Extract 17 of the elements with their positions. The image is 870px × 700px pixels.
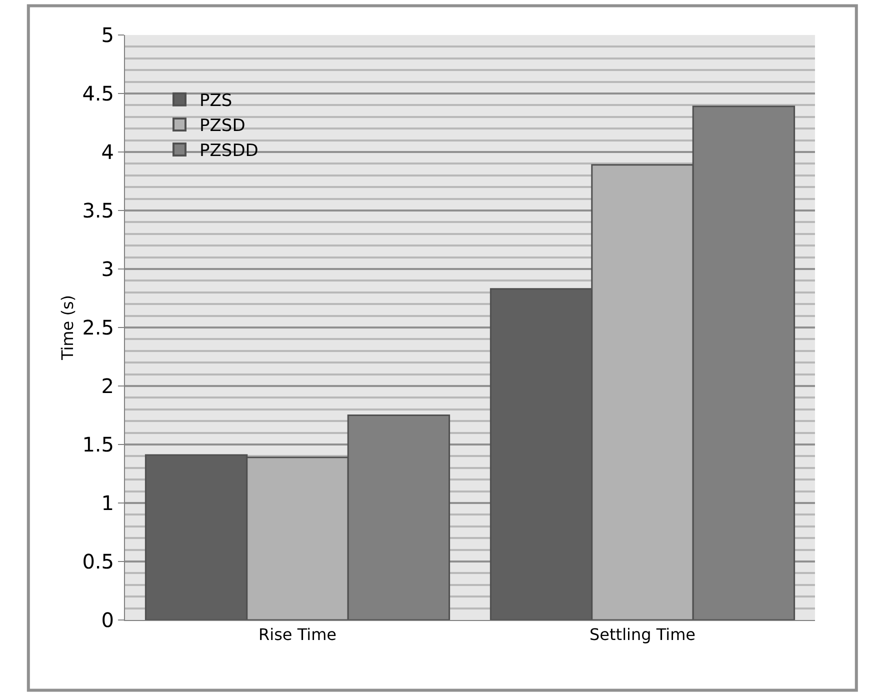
y-tick-label: 4.5 — [82, 82, 114, 106]
y-tick-label: 2 — [101, 374, 114, 398]
x-tick-label: Settling Time — [590, 625, 696, 644]
x-tick-label: Rise Time — [258, 625, 336, 644]
legend-label: PZSD — [200, 116, 246, 136]
y-tick-label: 0 — [101, 608, 114, 632]
y-tick-label: 5 — [101, 23, 114, 47]
y-tick-label: 4 — [101, 140, 114, 164]
y-tick-label: 1.5 — [82, 432, 114, 456]
legend-label: PZSDD — [200, 141, 258, 162]
y-axis-title: Time (s) — [58, 294, 78, 362]
y-tick-label: 3 — [101, 257, 114, 281]
y-tick-label: 0.5 — [82, 550, 114, 574]
y-tick-label: 1 — [101, 491, 114, 515]
y-tick-label: 2.5 — [82, 316, 114, 340]
legend-label: PZS — [200, 90, 232, 111]
y-tick-label: 3.5 — [82, 198, 114, 222]
